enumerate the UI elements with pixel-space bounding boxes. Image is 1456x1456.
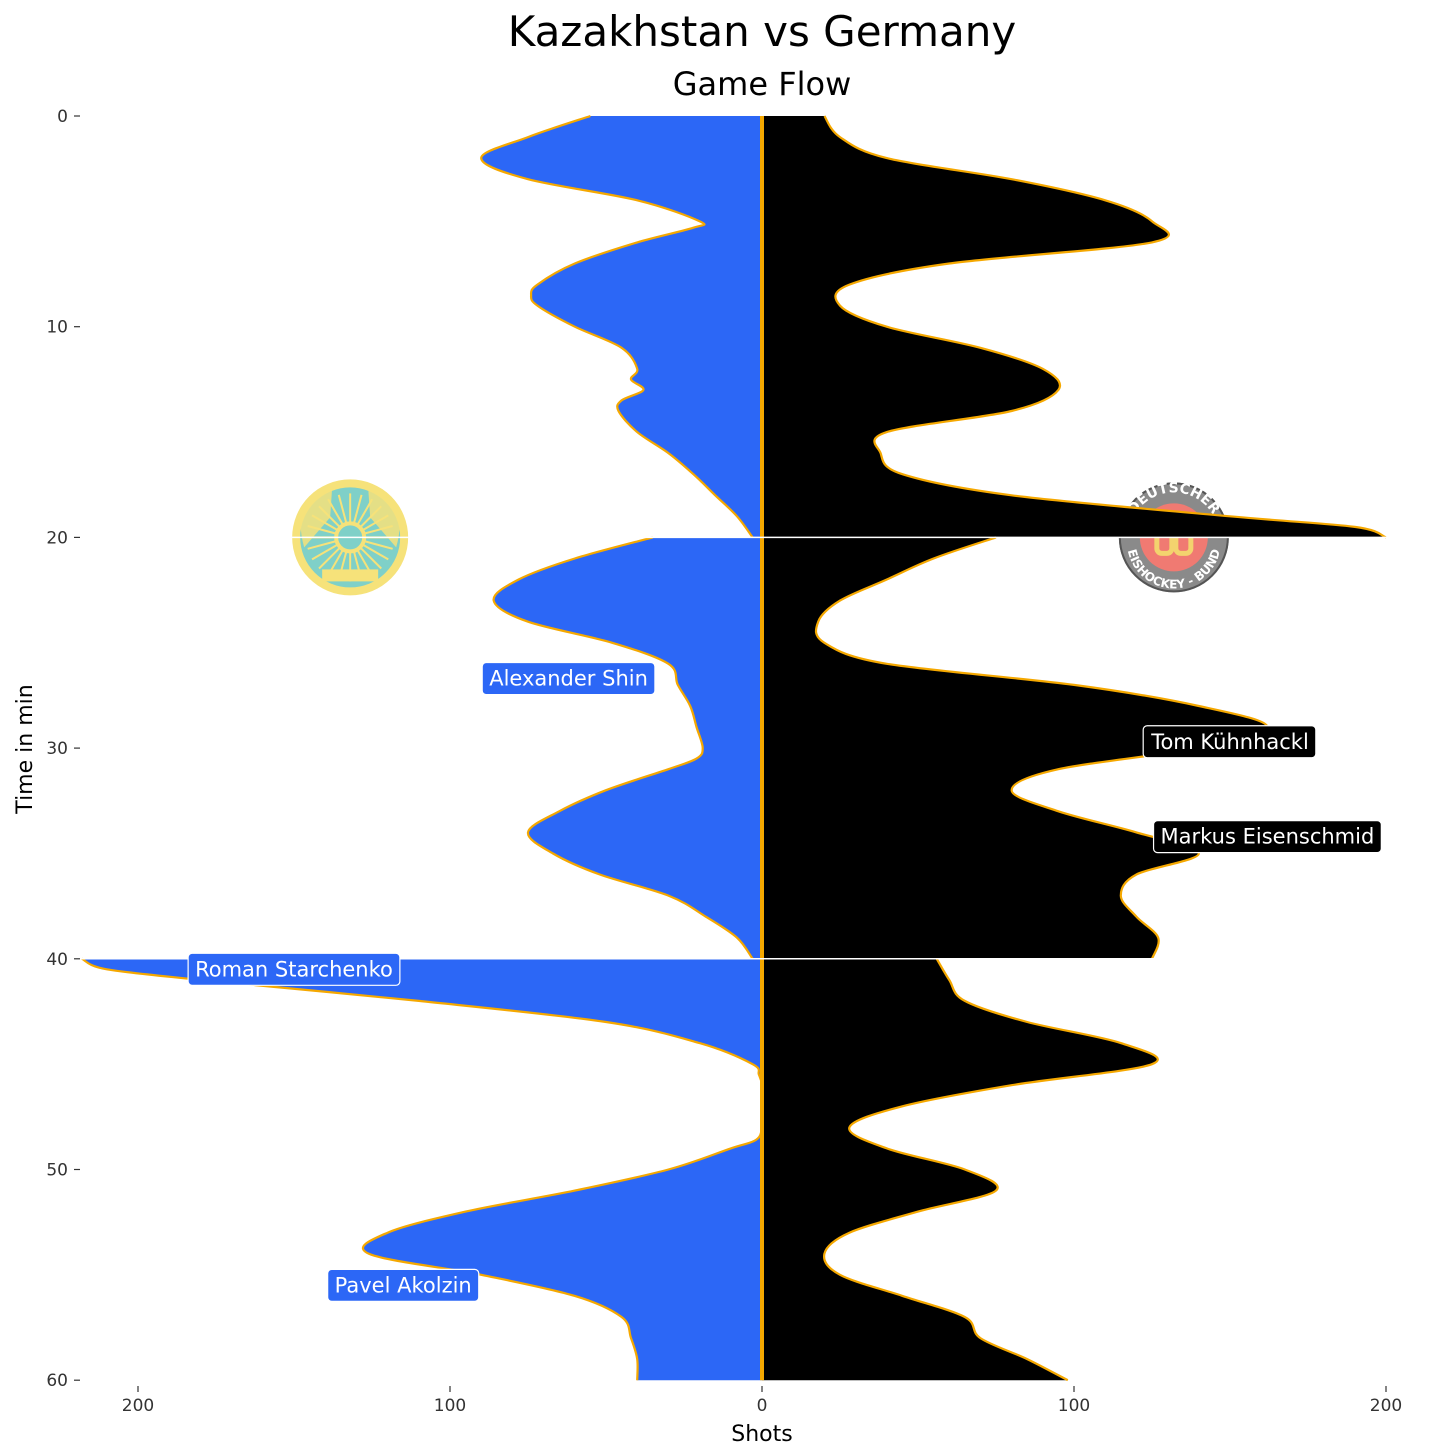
player-label: Roman Starchenko — [187, 952, 401, 986]
kazakhstan-area-period-1 — [481, 116, 762, 538]
player-label-box — [1142, 725, 1317, 759]
kazakhstan-outline-period-1 — [480, 114, 754, 539]
player-label-box — [1152, 819, 1382, 854]
emblem-ray — [361, 543, 389, 561]
y-tick-label: 50 — [46, 1161, 68, 1181]
y-tick-label: 60 — [46, 1371, 68, 1391]
player-label: Pavel Akolzin — [327, 1268, 480, 1302]
kazakhstan-outline-period-2 — [492, 536, 754, 960]
player-labels: Alexander Shin Tom Kühnhackl Markus Eisens… — [187, 661, 1382, 1302]
germany-area-period-3 — [762, 958, 1158, 1381]
y-tick-label: 30 — [46, 739, 68, 759]
player-label-box — [187, 952, 401, 986]
player-label-text: Tom Kühnhackl — [1150, 730, 1309, 754]
emblem-ray — [363, 540, 393, 550]
emblem-ray — [307, 540, 337, 550]
shot-areas — [75, 114, 1402, 1382]
y-tick-label: 40 — [46, 950, 68, 970]
germany-area-period-1 — [762, 116, 1386, 538]
y-tick-label: 10 — [46, 318, 68, 338]
player-label-text: Roman Starchenko — [195, 957, 393, 981]
emblem-ray — [359, 546, 382, 570]
player-label: Alexander Shin — [481, 661, 656, 696]
emblem-wing-right — [368, 487, 400, 548]
x-axis-title: Shots — [731, 1422, 792, 1447]
kazakhstan-area-period-2 — [493, 537, 762, 959]
player-label-text: Pavel Akolzin — [335, 1273, 472, 1297]
y-axis-title: Time in min — [13, 684, 38, 814]
player-label: Markus Eisenschmid — [1152, 819, 1382, 854]
emblem-ray — [311, 543, 339, 561]
kazakhstan-area-period-3 — [81, 958, 763, 1381]
y-tick-label: 20 — [46, 528, 68, 548]
germany-outline-period-1 — [823, 115, 1387, 539]
x-tick-label: 200 — [1370, 1396, 1402, 1416]
emblem-ray — [337, 494, 348, 525]
germany-outline-period-3 — [822, 958, 1159, 1382]
emblem-ray — [352, 494, 363, 525]
player-label-text: Markus Eisenschmid — [1161, 825, 1375, 849]
player-label-text: Alexander Shin — [489, 667, 648, 691]
y-tick-label: 0 — [57, 107, 68, 127]
germany-area-period-2 — [762, 537, 1268, 959]
emblem-banner — [322, 569, 379, 582]
player-label-box — [481, 661, 656, 696]
x-tick-label: 100 — [434, 1396, 466, 1416]
x-tick-label: 100 — [1058, 1396, 1090, 1416]
x-tick-label: 200 — [122, 1396, 154, 1416]
player-label: Tom Kühnhackl — [1142, 725, 1317, 759]
kazakhstan-emblem-icon — [292, 479, 409, 596]
chart-title: Kazakhstan vs Germany — [508, 7, 1016, 56]
x-tick-label: 0 — [757, 1396, 768, 1416]
axes: 0 10 20 30 40 50 60 200 100 0 100 200 — [46, 107, 1402, 1416]
emblem-wing-left — [300, 487, 333, 548]
kazakhstan-outline-period-3 — [81, 957, 764, 1381]
emblem-ray — [318, 546, 341, 570]
player-label-box — [327, 1268, 480, 1302]
chart-subtitle: Game Flow — [673, 65, 851, 103]
